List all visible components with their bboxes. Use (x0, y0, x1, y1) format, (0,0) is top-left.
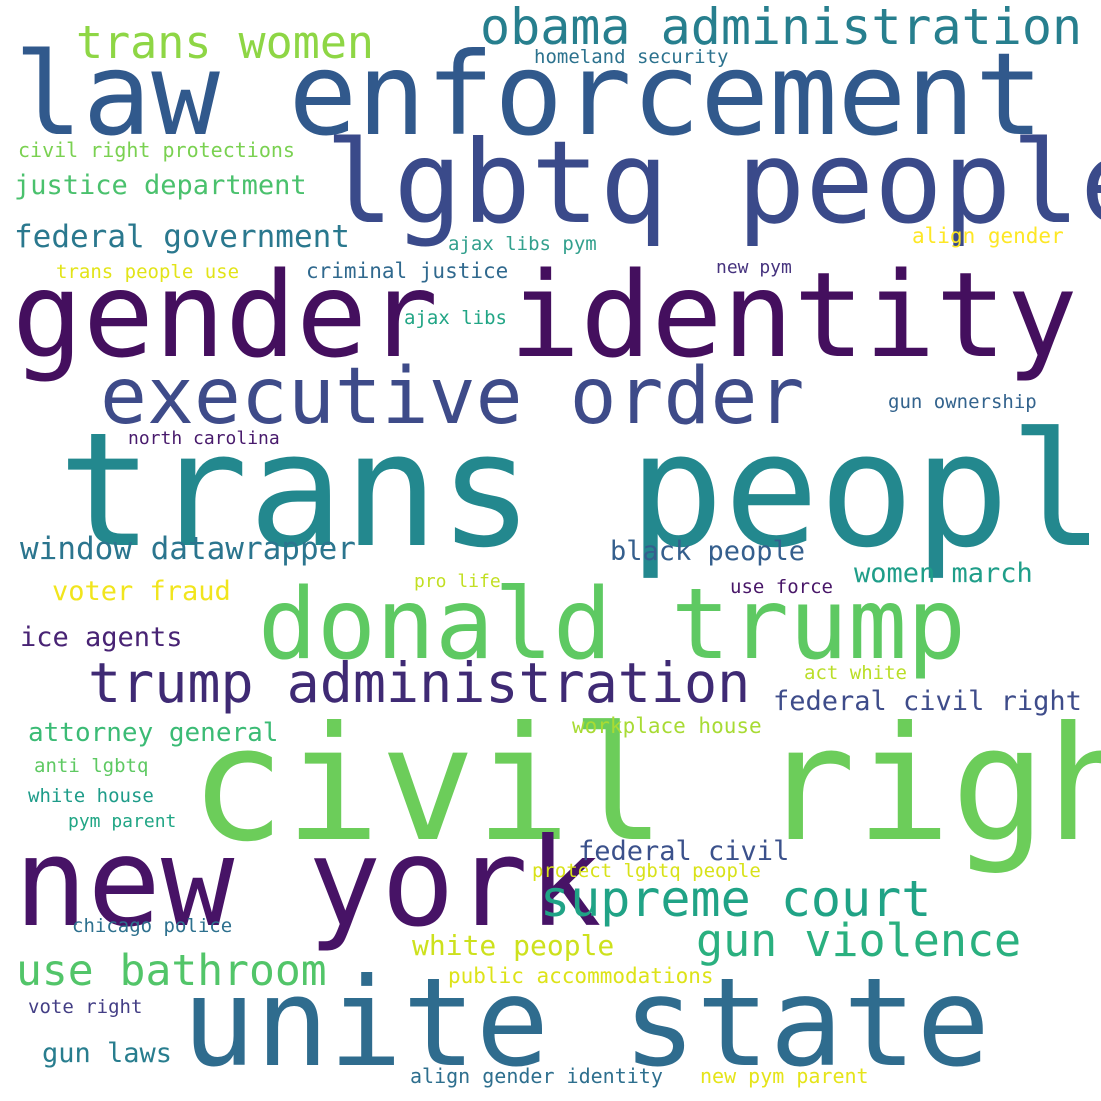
word-attorney-general: attorney general (28, 718, 279, 748)
word-new-pym-parent: new pym parent (700, 1064, 869, 1088)
word-trump-administration: trump administration (88, 651, 751, 715)
word-unite-state: unite state (182, 952, 990, 1094)
word-supreme-court: supreme court (540, 870, 932, 928)
word-new-york: new york (14, 812, 602, 954)
word-trans-women: trans women (76, 16, 375, 69)
word-homeland-security: homeland security (534, 46, 729, 68)
word-women-march: women march (854, 558, 1033, 589)
word-anti-lgbtq: anti lgbtq (34, 755, 149, 777)
word-north-carolina: north carolina (128, 428, 280, 449)
word-pro-life: pro life (414, 571, 501, 592)
word-donald-trump: donald trump (258, 568, 967, 682)
word-gun-laws: gun laws (42, 1038, 173, 1069)
word-ajax-libs-pym: ajax libs pym (448, 233, 597, 255)
word-lgbtq-people: lgbtq people (325, 116, 1101, 249)
word-voter-fraud: voter fraud (52, 576, 231, 607)
word-public-accommodations: public accommodations (448, 964, 714, 988)
word-ice-agents: ice agents (20, 622, 183, 653)
word-workplace-house: workplace house (572, 714, 762, 738)
word-federal-civil: federal civil (578, 836, 790, 867)
word-federal-civil-right: federal civil right (773, 686, 1082, 717)
word-civil-right: civil right (190, 693, 1101, 877)
word-criminal-justice: criminal justice (306, 259, 509, 283)
word-gun-violence: gun violence (696, 914, 1022, 967)
word-act-white: act white (804, 662, 907, 684)
word-pym-parent: pym parent (68, 811, 177, 832)
word-window-datawrapper: window datawrapper (20, 531, 356, 567)
word-black-people: black people (610, 536, 806, 567)
word-federal-government: federal government (14, 219, 350, 255)
word-ajax-libs: ajax libs (404, 307, 507, 329)
word-obama-administration: obama administration (480, 0, 1083, 56)
word-protect-lgbtq-people: protect lgbtq people (532, 860, 761, 882)
word-vote-right: vote right (28, 996, 143, 1018)
word-use-bathroom: use bathroom (16, 946, 327, 996)
word-justice-department: justice department (14, 170, 307, 201)
word-gender-identity: gender identity (12, 246, 1078, 384)
word-align-gender: align gender (912, 224, 1064, 248)
word-law-enforcement: law enforcement (14, 28, 1044, 161)
word-gun-ownership: gun ownership (888, 391, 1037, 413)
word-trans-people-use: trans people use (56, 261, 240, 283)
word-white-house: white house (28, 785, 154, 807)
word-use-force: use force (730, 576, 833, 598)
word-trans-people: trans people (58, 399, 1101, 583)
word-new-pym: new pym (716, 257, 792, 278)
word-civil-right-protections: civil right protections (18, 138, 295, 162)
word-white-people: white people (412, 929, 615, 962)
word-chicago-police: chicago police (72, 915, 233, 937)
word-executive-order: executive order (100, 352, 805, 442)
word-align-gender-identity: align gender identity (410, 1064, 663, 1088)
